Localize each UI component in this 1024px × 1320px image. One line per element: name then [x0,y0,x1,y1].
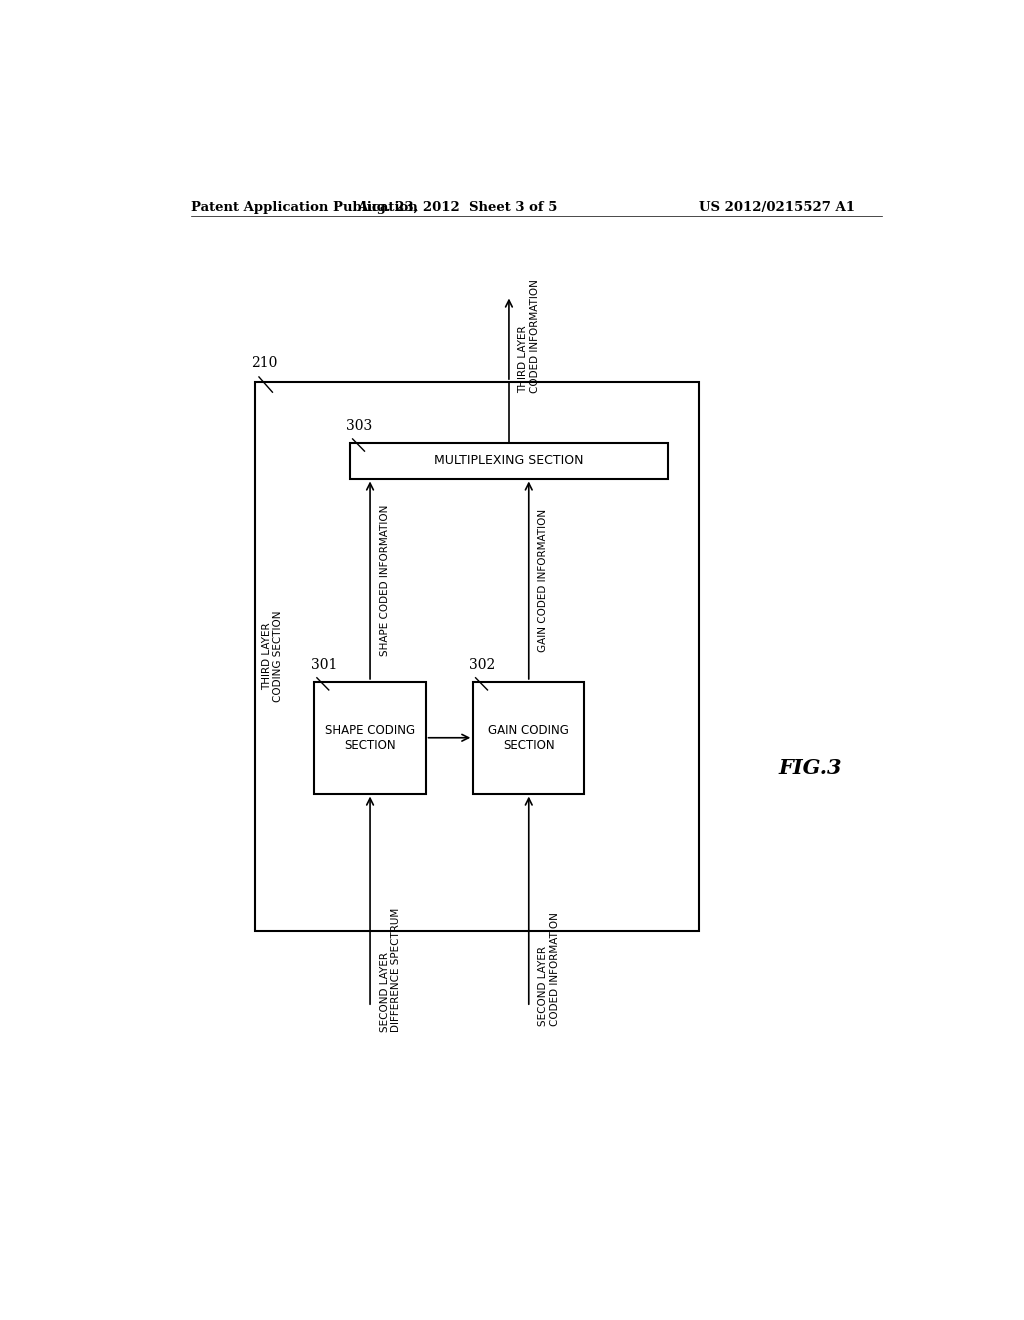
Bar [473,682,585,793]
Bar [314,682,426,793]
Text: Aug. 23, 2012  Sheet 3 of 5: Aug. 23, 2012 Sheet 3 of 5 [357,201,557,214]
Text: SECOND LAYER
CODED INFORMATION: SECOND LAYER CODED INFORMATION [539,912,560,1027]
Text: GAIN CODING
SECTION: GAIN CODING SECTION [488,723,569,752]
Bar [255,381,699,931]
Text: GAIN CODED INFORMATION: GAIN CODED INFORMATION [539,508,548,652]
Text: SHAPE CODED INFORMATION: SHAPE CODED INFORMATION [380,504,389,656]
Text: Patent Application Publication: Patent Application Publication [191,201,418,214]
Text: THIRD LAYER
CODING SECTION: THIRD LAYER CODING SECTION [262,611,284,702]
Text: 301: 301 [310,657,337,672]
Text: FIG.3: FIG.3 [778,758,843,779]
Text: US 2012/0215527 A1: US 2012/0215527 A1 [699,201,855,214]
Text: SECOND LAYER
DIFFERENCE SPECTRUM: SECOND LAYER DIFFERENCE SPECTRUM [380,907,401,1032]
Text: 303: 303 [346,418,373,433]
Text: MULTIPLEXING SECTION: MULTIPLEXING SECTION [434,454,584,467]
Text: SHAPE CODING
SECTION: SHAPE CODING SECTION [325,723,415,752]
Bar [350,444,668,479]
Text: THIRD LAYER
CODED INFORMATION: THIRD LAYER CODED INFORMATION [518,280,540,393]
Text: 302: 302 [469,657,496,672]
Text: 210: 210 [251,356,278,370]
